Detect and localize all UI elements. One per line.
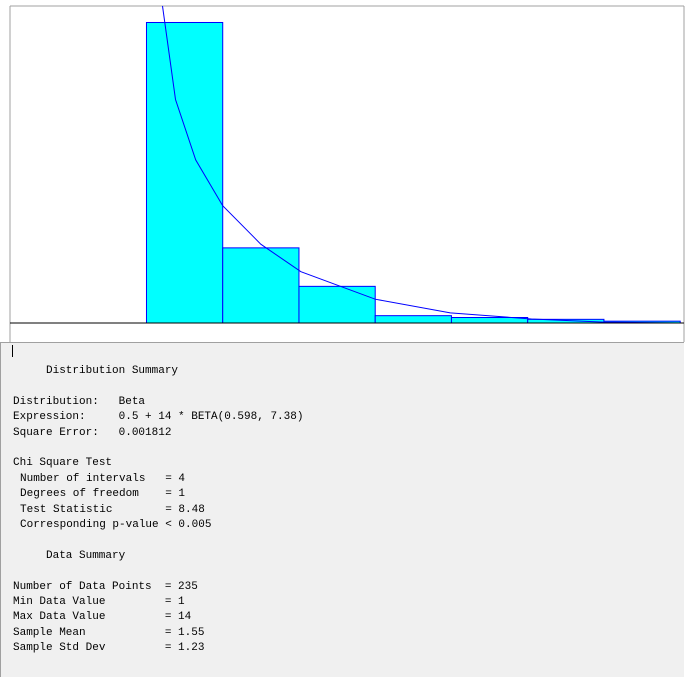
report-line: Number of Data Points = 235	[13, 580, 198, 593]
report-section: Data Summary	[13, 549, 684, 564]
report-item: Degrees of freedom = 1	[20, 488, 186, 501]
section-heading: Distribution Summary	[46, 365, 179, 377]
plot-background	[0, 0, 696, 342]
section-title: Chi Square Test	[13, 457, 113, 470]
fit-curve	[162, 5, 681, 324]
report-line: Square Error: 0.001812	[13, 426, 172, 439]
report-line: Expression: 0.5 + 14 * BETA(0.598, 7.38)	[13, 411, 304, 424]
report-item: Test Statistic = 8.48	[20, 503, 205, 516]
report-line: Max Data Value = 14	[13, 611, 192, 624]
report-line: Distribution: Beta	[13, 395, 146, 408]
report-item: Corresponding p-value < 0.005	[20, 519, 212, 532]
histogram-panel	[0, 0, 696, 342]
report-section: Distribution: Beta Expression: 0.5 + 14 *…	[13, 395, 684, 441]
bar	[145, 21, 224, 324]
report-section: Number of Data Points = 235 Min Data Valu…	[13, 580, 684, 657]
report-section: Distribution Summary	[13, 364, 684, 379]
section-heading: Data Summary	[46, 549, 126, 562]
report-line: Sample Mean = 1.55	[13, 626, 205, 639]
report-panel: Distribution Summary Distribution: Beta Ex…	[0, 342, 684, 677]
bar	[374, 315, 452, 324]
bar	[298, 285, 376, 324]
report-item: Number of intervals = 4	[20, 472, 186, 485]
report-line: Min Data Value = 1	[13, 596, 185, 609]
bar	[222, 247, 300, 324]
text-cursor	[12, 345, 13, 357]
report-section: Chi Square Test Number of intervals = 4 De…	[13, 456, 684, 533]
report-line: Sample Std Dev = 1.23	[13, 642, 205, 655]
